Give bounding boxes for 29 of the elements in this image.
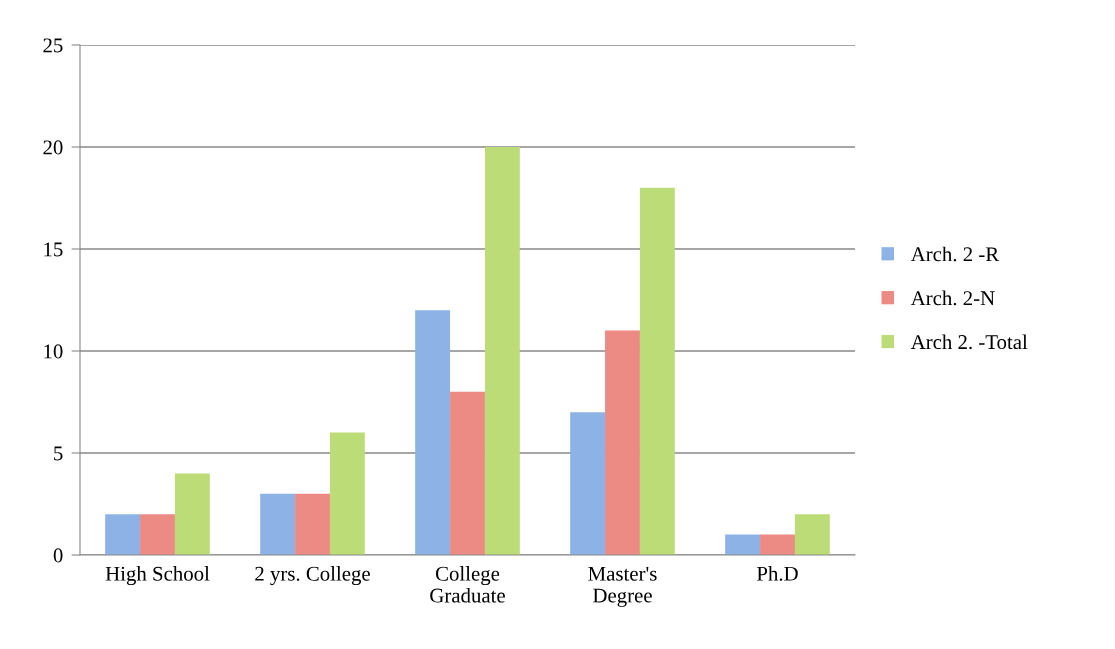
bar bbox=[415, 310, 451, 555]
bar bbox=[140, 514, 175, 555]
y-tick-label: 0 bbox=[53, 548, 63, 563]
bar bbox=[329, 432, 365, 555]
bar bbox=[570, 412, 606, 555]
bar bbox=[174, 473, 210, 555]
x-tick-label: College Graduate bbox=[430, 566, 505, 603]
x-tick-label: 2 yrs. College bbox=[255, 566, 370, 586]
y-tick-label: 5 bbox=[54, 446, 63, 461]
bar bbox=[605, 330, 640, 555]
bar bbox=[760, 534, 795, 555]
bar bbox=[450, 391, 485, 555]
bar bbox=[260, 493, 296, 555]
y-tick-label: 10 bbox=[44, 344, 63, 359]
bar bbox=[295, 493, 330, 555]
bar bbox=[794, 514, 830, 555]
bar bbox=[105, 514, 141, 555]
legend-label: Arch. 2 -R bbox=[910, 246, 1000, 262]
legend-label: Arch 2. -Total bbox=[910, 334, 1028, 350]
y-tick-label: 25 bbox=[43, 38, 63, 53]
y-tick-label: 15 bbox=[44, 242, 63, 257]
bar bbox=[639, 187, 675, 555]
bar bbox=[484, 147, 520, 555]
legend-label: Arch. 2-N bbox=[910, 290, 995, 306]
x-tick-label: Ph.D bbox=[756, 566, 798, 581]
y-tick-label: 20 bbox=[43, 140, 63, 155]
x-tick-label: High School bbox=[105, 566, 210, 586]
x-tick-label: Master's Degree bbox=[588, 566, 657, 607]
bar bbox=[725, 534, 761, 555]
